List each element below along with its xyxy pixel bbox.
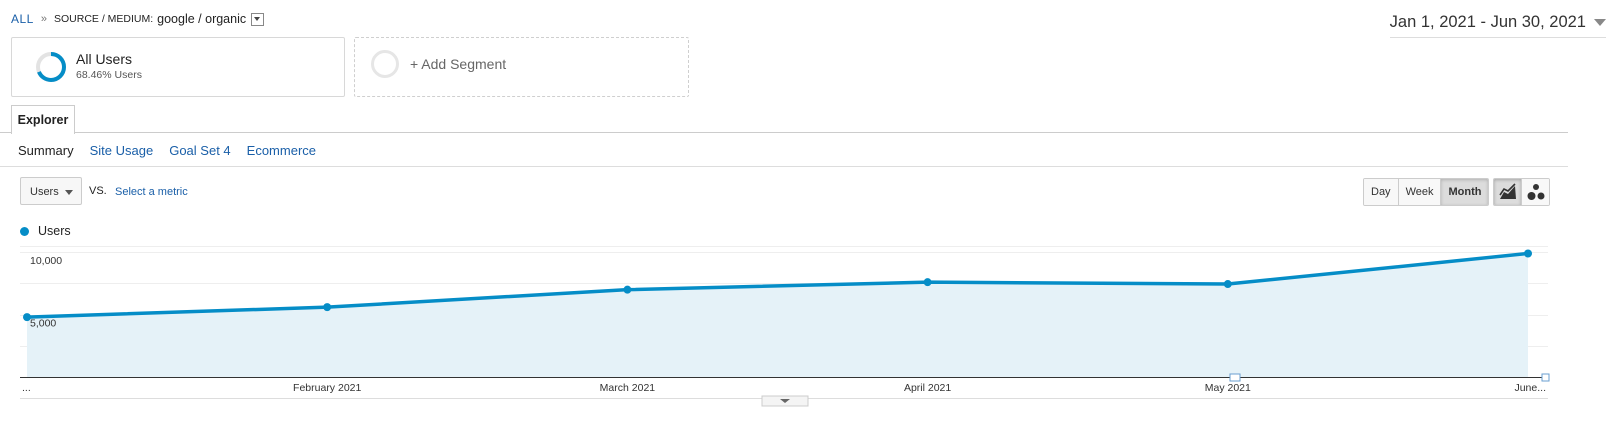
empty-segment-circle-icon bbox=[371, 50, 399, 78]
date-range-picker[interactable]: Jan 1, 2021 - Jun 30, 2021 bbox=[1389, 8, 1606, 38]
data-point[interactable] bbox=[1524, 249, 1532, 258]
metric-select[interactable]: Users bbox=[20, 177, 82, 205]
x-tick-label: March 2021 bbox=[600, 382, 656, 394]
data-point[interactable] bbox=[1223, 280, 1232, 289]
subtab-summary[interactable]: Summary bbox=[18, 143, 74, 158]
y-tick-label: 5,000 bbox=[30, 318, 56, 330]
annotation-marker-icon[interactable] bbox=[1229, 373, 1241, 382]
subtab-site-usage[interactable]: Site Usage bbox=[89, 143, 154, 158]
segment-ring-icon bbox=[36, 52, 66, 82]
breadcrumb-separator: » bbox=[40, 13, 47, 25]
segment-name: All Users bbox=[76, 51, 133, 67]
date-range-text: Jan 1, 2021 - Jun 30, 2021 bbox=[1389, 12, 1586, 31]
data-point[interactable] bbox=[323, 303, 332, 312]
tab-divider bbox=[0, 132, 1568, 133]
line-chart-icon bbox=[1499, 183, 1516, 199]
segment-all-users[interactable]: All Users 68.46% Users bbox=[11, 37, 345, 97]
add-segment-label: + Add Segment bbox=[410, 56, 507, 72]
period-week-button[interactable]: Week bbox=[1398, 179, 1442, 205]
metric-select-label: Users bbox=[30, 186, 59, 198]
chevron-down-icon bbox=[1594, 18, 1606, 26]
tab-explorer[interactable]: Explorer bbox=[11, 105, 75, 134]
breadcrumb: ALL » SOURCE / MEDIUM: google / organic bbox=[11, 12, 265, 26]
legend-users-label[interactable]: Users bbox=[38, 224, 71, 238]
x-tick-label: June... bbox=[1514, 382, 1546, 394]
x-axis-ticks: ... February 2021 March 2021 April 2021 May … bbox=[22, 382, 1546, 394]
y-axis-ticks: 10,000 5,000 bbox=[30, 255, 62, 329]
chart-type-toggle bbox=[1493, 178, 1550, 206]
x-tick-label: April 2021 bbox=[904, 382, 951, 394]
x-tick-label: February 2021 bbox=[293, 382, 361, 394]
users-points bbox=[23, 249, 1532, 322]
breadcrumb-value: google / organic bbox=[157, 12, 247, 26]
bubble-chart-icon bbox=[1527, 184, 1545, 200]
data-point[interactable] bbox=[923, 278, 932, 287]
line-chart-button[interactable] bbox=[1494, 179, 1521, 205]
motion-chart-button[interactable] bbox=[1521, 179, 1549, 205]
chevron-down-icon bbox=[65, 190, 73, 195]
period-day-button[interactable]: Day bbox=[1364, 179, 1399, 205]
breadcrumb-dropdown-icon[interactable] bbox=[251, 12, 265, 26]
vs-label: VS. bbox=[89, 185, 107, 197]
users-area-fill bbox=[27, 253, 1528, 377]
data-point[interactable] bbox=[623, 285, 632, 294]
users-line-chart: 10,000 5,000 ... February 2021 March 2021 Ap… bbox=[20, 246, 1550, 407]
y-tick-label: 10,000 bbox=[30, 255, 62, 267]
select-metric-link[interactable]: Select a metric bbox=[115, 186, 188, 198]
breadcrumb-all-link[interactable]: ALL bbox=[11, 12, 34, 26]
x-tick-label: May 2021 bbox=[1205, 382, 1251, 394]
chevron-down-icon bbox=[780, 399, 790, 403]
subtab-ecommerce[interactable]: Ecommerce bbox=[246, 143, 317, 158]
period-button-group: Day Week Month bbox=[1363, 178, 1490, 206]
annotation-marker-icon[interactable] bbox=[1541, 373, 1550, 382]
users-series-line bbox=[26, 251, 1529, 319]
x-tick-label: ... bbox=[22, 382, 31, 394]
breadcrumb-dimension: SOURCE / MEDIUM: bbox=[53, 13, 154, 25]
add-segment-button[interactable]: + Add Segment bbox=[354, 37, 689, 97]
subtab-divider bbox=[0, 166, 1568, 167]
subtab-bar: Summary Site Usage Goal Set 4 Ecommerce bbox=[18, 143, 332, 158]
legend-users-swatch bbox=[20, 226, 29, 236]
period-month-button[interactable]: Month bbox=[1441, 179, 1489, 205]
segment-subtext: 68.46% Users bbox=[76, 69, 142, 81]
chart-legend: Users bbox=[20, 224, 71, 238]
subtab-goal-set-4[interactable]: Goal Set 4 bbox=[169, 143, 231, 158]
data-point[interactable] bbox=[23, 313, 31, 322]
